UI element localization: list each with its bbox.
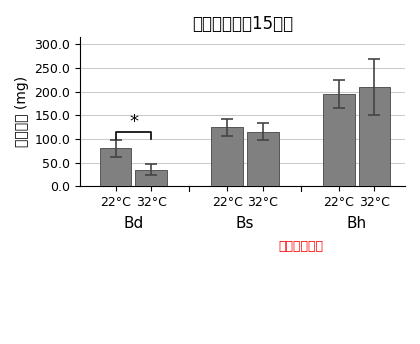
Text: Bh: Bh (346, 216, 367, 231)
Bar (135, 170, 167, 186)
Bar (212, 127, 243, 186)
Text: *: * (129, 113, 138, 131)
Bar (359, 87, 390, 186)
Y-axis label: 新鮮重量 (mg): 新鮮重量 (mg) (15, 76, 29, 147)
Bar (100, 148, 131, 186)
Text: 高温耀性あり: 高温耀性あり (278, 240, 323, 253)
Text: Bs: Bs (236, 216, 254, 231)
Bar (247, 132, 278, 186)
Bar (323, 94, 354, 186)
Title: 高温ストレス15日目: 高温ストレス15日目 (192, 15, 293, 33)
Text: Bd: Bd (123, 216, 144, 231)
